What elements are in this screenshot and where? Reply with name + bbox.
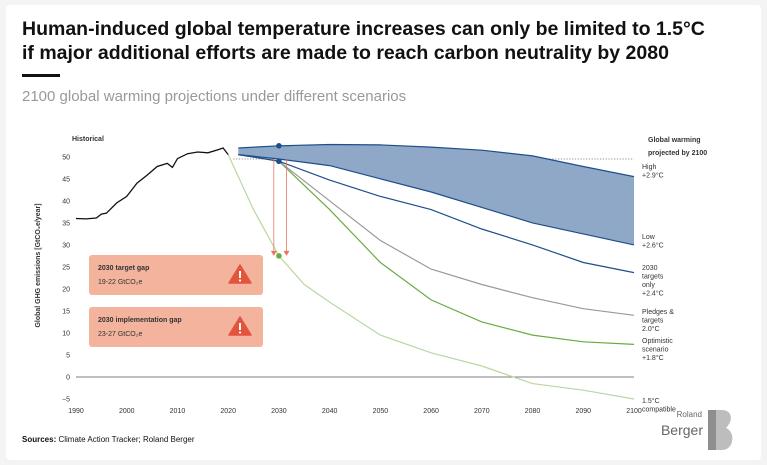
y-tick-label: 0 bbox=[66, 374, 70, 381]
series-line-2030-targets-only bbox=[238, 154, 635, 274]
series-label: Low bbox=[642, 234, 656, 241]
callout-title: 2030 implementation gap bbox=[98, 317, 182, 324]
right-title-line-2: projected by 2100 bbox=[648, 150, 707, 157]
logo-mark-icon bbox=[708, 410, 733, 450]
y-tick-label: 25 bbox=[62, 264, 70, 271]
series-label: +2.9°C bbox=[642, 172, 664, 180]
historical-label: Historical bbox=[72, 136, 104, 143]
series-label: High bbox=[642, 164, 657, 171]
x-tick-label: 2080 bbox=[525, 408, 541, 415]
callout-box bbox=[89, 255, 263, 295]
callout-value: 23-27 GtCO₂e bbox=[98, 331, 142, 338]
y-tick-label: 35 bbox=[62, 220, 70, 227]
warning-icon-bar bbox=[239, 323, 241, 330]
series-label: only bbox=[642, 282, 655, 289]
y-tick-label: 40 bbox=[62, 198, 70, 205]
y-tick-label: 50 bbox=[62, 154, 70, 161]
scenario-marker bbox=[276, 253, 282, 259]
series-label: targets bbox=[642, 318, 664, 325]
sources-label: Sources: bbox=[22, 435, 57, 444]
series-line-high bbox=[238, 143, 635, 178]
title-divider bbox=[22, 74, 60, 77]
series-label: Pledges & bbox=[642, 309, 674, 316]
series-label: 2030 bbox=[642, 265, 658, 272]
title-line-1: Human-induced global temperature increas… bbox=[22, 18, 705, 40]
warning-icon-bar bbox=[239, 271, 241, 278]
series-label: scenario bbox=[642, 347, 669, 354]
series-label: 1.5°C bbox=[642, 397, 660, 405]
warning-icon-dot bbox=[238, 279, 242, 282]
scenario-marker bbox=[276, 142, 282, 149]
callout-title: 2030 target gap bbox=[98, 265, 149, 272]
projection-band bbox=[238, 144, 635, 245]
series-line-pledges-targets bbox=[238, 154, 635, 316]
y-tick-label: 15 bbox=[62, 308, 70, 315]
page-title: Human-induced global temperature increas… bbox=[22, 17, 742, 65]
x-tick-label: 2000 bbox=[119, 408, 135, 415]
x-tick-label: 2020 bbox=[220, 408, 236, 415]
logo-top-text: Roland bbox=[676, 410, 702, 419]
scenario-marker bbox=[276, 158, 282, 165]
x-tick-label: 2090 bbox=[575, 408, 591, 415]
series-line-1-5-c-compatible bbox=[227, 154, 635, 400]
series-label: +1.8°C bbox=[642, 354, 664, 362]
x-tick-label: 2100 bbox=[626, 408, 642, 415]
series-label: +2.6°C bbox=[642, 242, 664, 250]
y-tick-label: 20 bbox=[62, 286, 70, 293]
callout-box bbox=[89, 307, 263, 347]
y-tick-label: 10 bbox=[62, 330, 70, 337]
x-tick-label: 2070 bbox=[474, 408, 490, 415]
right-title-line-1: Global warming bbox=[648, 137, 701, 144]
title-line-2: if major additional efforts are made to … bbox=[22, 42, 669, 64]
historical-line bbox=[75, 147, 229, 220]
series-line-optimistic-scenario bbox=[238, 154, 635, 345]
series-line-low bbox=[238, 154, 635, 246]
chart-subtitle: 2100 global warming projections under di… bbox=[22, 88, 407, 105]
x-tick-label: 2040 bbox=[322, 408, 338, 415]
y-tick-label: 45 bbox=[62, 176, 70, 183]
sources-text: Climate Action Tracker; Roland Berger bbox=[58, 435, 195, 444]
series-label: 2.0°C bbox=[642, 325, 660, 333]
series-label: +2.4°C bbox=[642, 290, 664, 298]
gap-arrow-head bbox=[270, 250, 277, 256]
y-tick-label: 5 bbox=[66, 352, 70, 359]
y-axis-label: Global GHG emissions [GtCO₂e/year] bbox=[35, 203, 42, 327]
x-tick-label: 2060 bbox=[423, 408, 439, 415]
series-label: Optimistic bbox=[642, 338, 673, 345]
sources-note: Sources: Climate Action Tracker; Roland … bbox=[22, 435, 195, 444]
series-label: targets bbox=[642, 274, 664, 281]
roland-berger-logo: Roland Berger bbox=[660, 408, 740, 453]
series-label: compatible bbox=[642, 407, 676, 414]
y-tick-label: 30 bbox=[62, 242, 70, 249]
warning-icon-dot bbox=[238, 331, 242, 334]
x-tick-label: 2050 bbox=[373, 408, 389, 415]
x-tick-label: 2010 bbox=[170, 408, 186, 415]
gap-arrow-head bbox=[283, 250, 290, 256]
x-tick-label: 1990 bbox=[68, 408, 84, 415]
callout-value: 19-22 GtCO₂e bbox=[98, 279, 142, 286]
x-tick-label: 2030 bbox=[271, 408, 287, 415]
chart-card bbox=[6, 5, 761, 460]
y-tick-label: −5 bbox=[62, 397, 70, 404]
logo-main-text: Berger bbox=[660, 422, 703, 438]
